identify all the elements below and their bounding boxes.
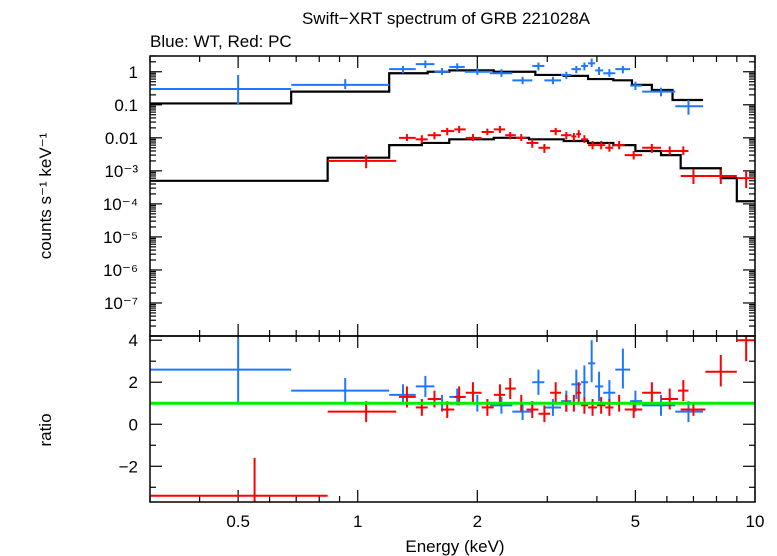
y-tick-label: 2 [129, 373, 138, 392]
x-axis-label: Energy (keV) [405, 537, 504, 556]
y-tick-label: 10⁻³ [104, 162, 138, 181]
y-tick-label: −2 [119, 457, 138, 476]
y-tick-label: 10⁻⁴ [103, 195, 138, 214]
y-tick-label: 10⁻⁷ [104, 294, 138, 313]
y-tick-label: 10⁻⁶ [103, 261, 138, 280]
model-curve-pc [150, 136, 755, 203]
model-curve-wt [150, 69, 704, 105]
chart-title: Swift−XRT spectrum of GRB 221028A [302, 9, 591, 28]
x-tick-label: 0.5 [226, 512, 250, 531]
x-tick-label: 5 [631, 512, 640, 531]
bottom-y-axis-label: ratio [36, 413, 55, 446]
x-tick-label: 10 [746, 512, 765, 531]
ratio-panel: 0.5 1 2 5 10 4 2 0 −2 [119, 331, 765, 531]
ratio-panel-frame [149, 335, 756, 503]
x-tick-label: 2 [473, 512, 482, 531]
y-tick-label: 0.01 [105, 129, 138, 148]
spectrum-panel: 1 0.1 0.01 10⁻³ 10⁻⁴ 10⁻⁵ 10⁻⁶ 10⁻⁷ [103, 55, 756, 337]
y-tick-label: 4 [129, 331, 138, 350]
chart-subtitle: Blue: WT, Red: PC [150, 32, 292, 51]
y-tick-label: 0.1 [114, 96, 138, 115]
top-y-axis-label: counts s⁻¹ keV⁻¹ [36, 132, 55, 259]
y-tick-label: 1 [129, 63, 138, 82]
y-tick-label: 0 [129, 415, 138, 434]
spectrum-panel-frame [149, 55, 756, 337]
x-tick-label: 1 [353, 512, 362, 531]
y-tick-label: 10⁻⁵ [103, 228, 138, 247]
